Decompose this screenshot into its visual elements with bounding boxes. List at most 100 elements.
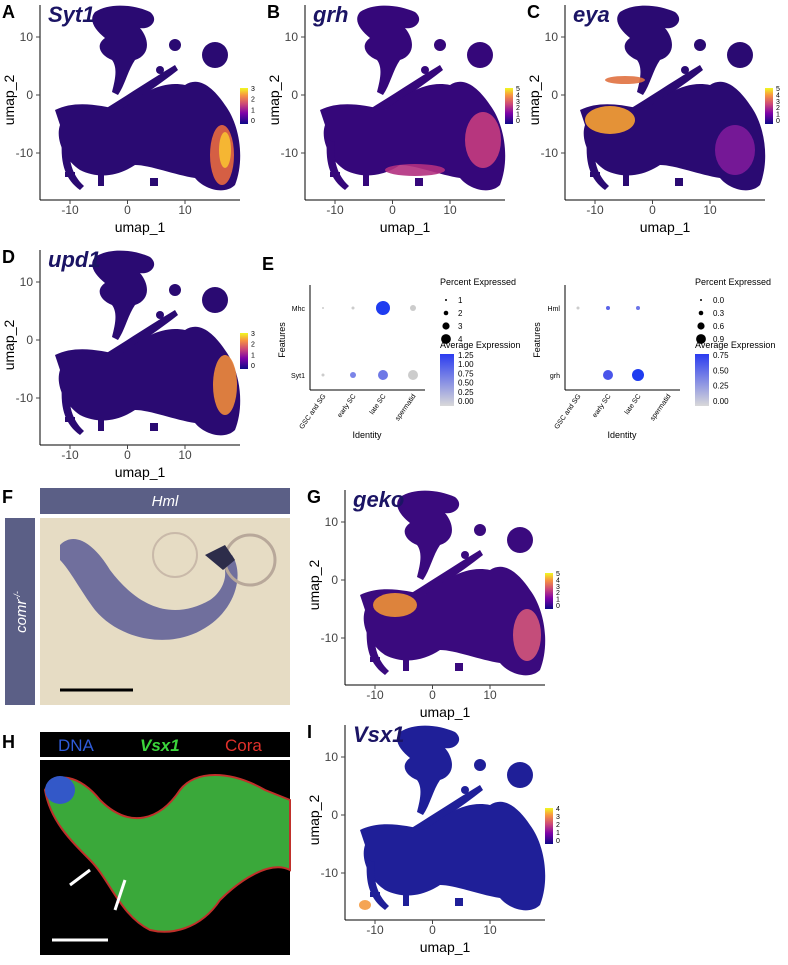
legend-dot: [697, 322, 705, 330]
colorbar-label: 0: [251, 363, 255, 370]
side-label-sup: -/-: [12, 591, 22, 600]
colorbar-label: 5: [516, 86, 520, 93]
panel-label: C: [527, 2, 540, 22]
dot: [408, 370, 418, 380]
y-axis-label: umap_2: [1, 74, 17, 125]
legend-dot: [698, 310, 704, 316]
colorbar-label: 2: [251, 342, 255, 349]
x-tick-label: 10: [483, 688, 497, 702]
panel-label: B: [267, 2, 280, 22]
channel-bar: [40, 732, 290, 757]
legend-label: 0.25: [458, 388, 474, 397]
y-axis-label: umap_2: [526, 74, 542, 125]
x-axis-label: Identity: [352, 430, 382, 440]
feature-label: Syt1: [291, 373, 305, 380]
y-tick-label: 0: [331, 573, 338, 587]
legend-label: 0.75: [713, 351, 729, 360]
channel-label: DNA: [58, 736, 95, 755]
legend-title: Percent Expressed: [695, 277, 771, 287]
identity-label: early SC: [337, 393, 358, 419]
colorbar: [505, 88, 513, 124]
colorbar-label: 1: [251, 352, 255, 359]
gene-label: geko: [352, 487, 404, 512]
legend-dot: [700, 299, 702, 301]
x-tick-label: 10: [178, 448, 192, 462]
dot: [378, 370, 388, 380]
legend-title: Average Expression: [695, 340, 775, 350]
y-tick-label: 10: [325, 515, 339, 529]
colorbar-label: 2: [251, 97, 255, 104]
dot: [351, 306, 355, 310]
x-tick-label: -10: [586, 203, 604, 217]
x-tick-label: 0: [389, 203, 396, 217]
y-tick-label: 10: [20, 30, 34, 44]
gene-label: Syt1: [48, 2, 94, 27]
expression-hotspot: [359, 900, 371, 910]
legend-dot: [443, 310, 449, 316]
arrow: [69, 868, 91, 887]
tissue: [43, 774, 291, 933]
colorbar-label: 2: [776, 105, 780, 112]
legend-dot: [441, 334, 451, 344]
y-tick-label: -10: [321, 631, 339, 645]
colorbar-label: 4: [556, 806, 560, 813]
gene-label: grh: [312, 2, 348, 27]
tissue: [205, 545, 235, 570]
legend-title: Percent Expressed: [440, 277, 516, 287]
colorbar-label: 3: [556, 584, 560, 591]
colorbar-label: 3: [776, 99, 780, 106]
colorbar-label: 0: [776, 118, 780, 125]
legend-dot: [696, 334, 706, 344]
legend-label: 2: [458, 309, 463, 318]
colorbar: [440, 354, 454, 406]
y-tick-label: -10: [281, 146, 299, 160]
x-tick-label: -10: [61, 448, 79, 462]
dot-plot: Features Hml grh GSC and SG early SC late SC s…: [532, 277, 775, 440]
colorbar: [695, 354, 709, 406]
legend-label: 0.00: [713, 397, 729, 406]
colorbar: [240, 88, 248, 124]
colorbar-label: 4: [516, 92, 520, 99]
panel-label: D: [2, 247, 15, 267]
identity-label: early SC: [592, 393, 613, 419]
y-tick-label: -10: [541, 146, 559, 160]
y-tick-label: 0: [291, 88, 298, 102]
legend-label: 0.0: [713, 296, 725, 305]
legend-title: Average Expression: [440, 340, 520, 350]
title-bar: [40, 488, 290, 514]
panel-label: I: [307, 722, 312, 742]
x-axis-label: umap_1: [420, 704, 471, 720]
identity-label: GSC and SG: [553, 393, 582, 430]
dot: [632, 369, 644, 381]
expression-hotspot: [513, 609, 541, 661]
colorbar-label: 0: [251, 118, 255, 125]
identity-label: late SC: [369, 393, 388, 416]
gene-label: upd1: [48, 247, 101, 272]
colorbar-label: 3: [251, 86, 255, 93]
legend-label: 0.9: [713, 335, 725, 344]
tissue: [152, 532, 198, 578]
y-tick-label: 0: [551, 88, 558, 102]
colorbar-label: 2: [516, 105, 520, 112]
colorbar-label: 1: [776, 112, 780, 119]
colorbar-label: 5: [776, 86, 780, 93]
x-tick-label: -10: [366, 923, 384, 937]
y-tick-label: 0: [26, 88, 33, 102]
legend-label: 1.25: [458, 351, 474, 360]
image-title: Hml: [152, 493, 179, 510]
legend-label: 1: [458, 296, 463, 305]
identity-label: spermatid: [394, 393, 417, 422]
legend-label: 0.50: [458, 379, 474, 388]
panel-label: E: [262, 254, 274, 274]
tissue: [45, 776, 75, 804]
gene-label: Vsx1: [353, 722, 404, 747]
x-axis-label: umap_1: [115, 464, 166, 480]
y-tick-label: 10: [20, 275, 34, 289]
feature-label: grh: [550, 373, 560, 380]
y-tick-label: 0: [26, 333, 33, 347]
y-axis-label: umap_2: [306, 794, 322, 845]
